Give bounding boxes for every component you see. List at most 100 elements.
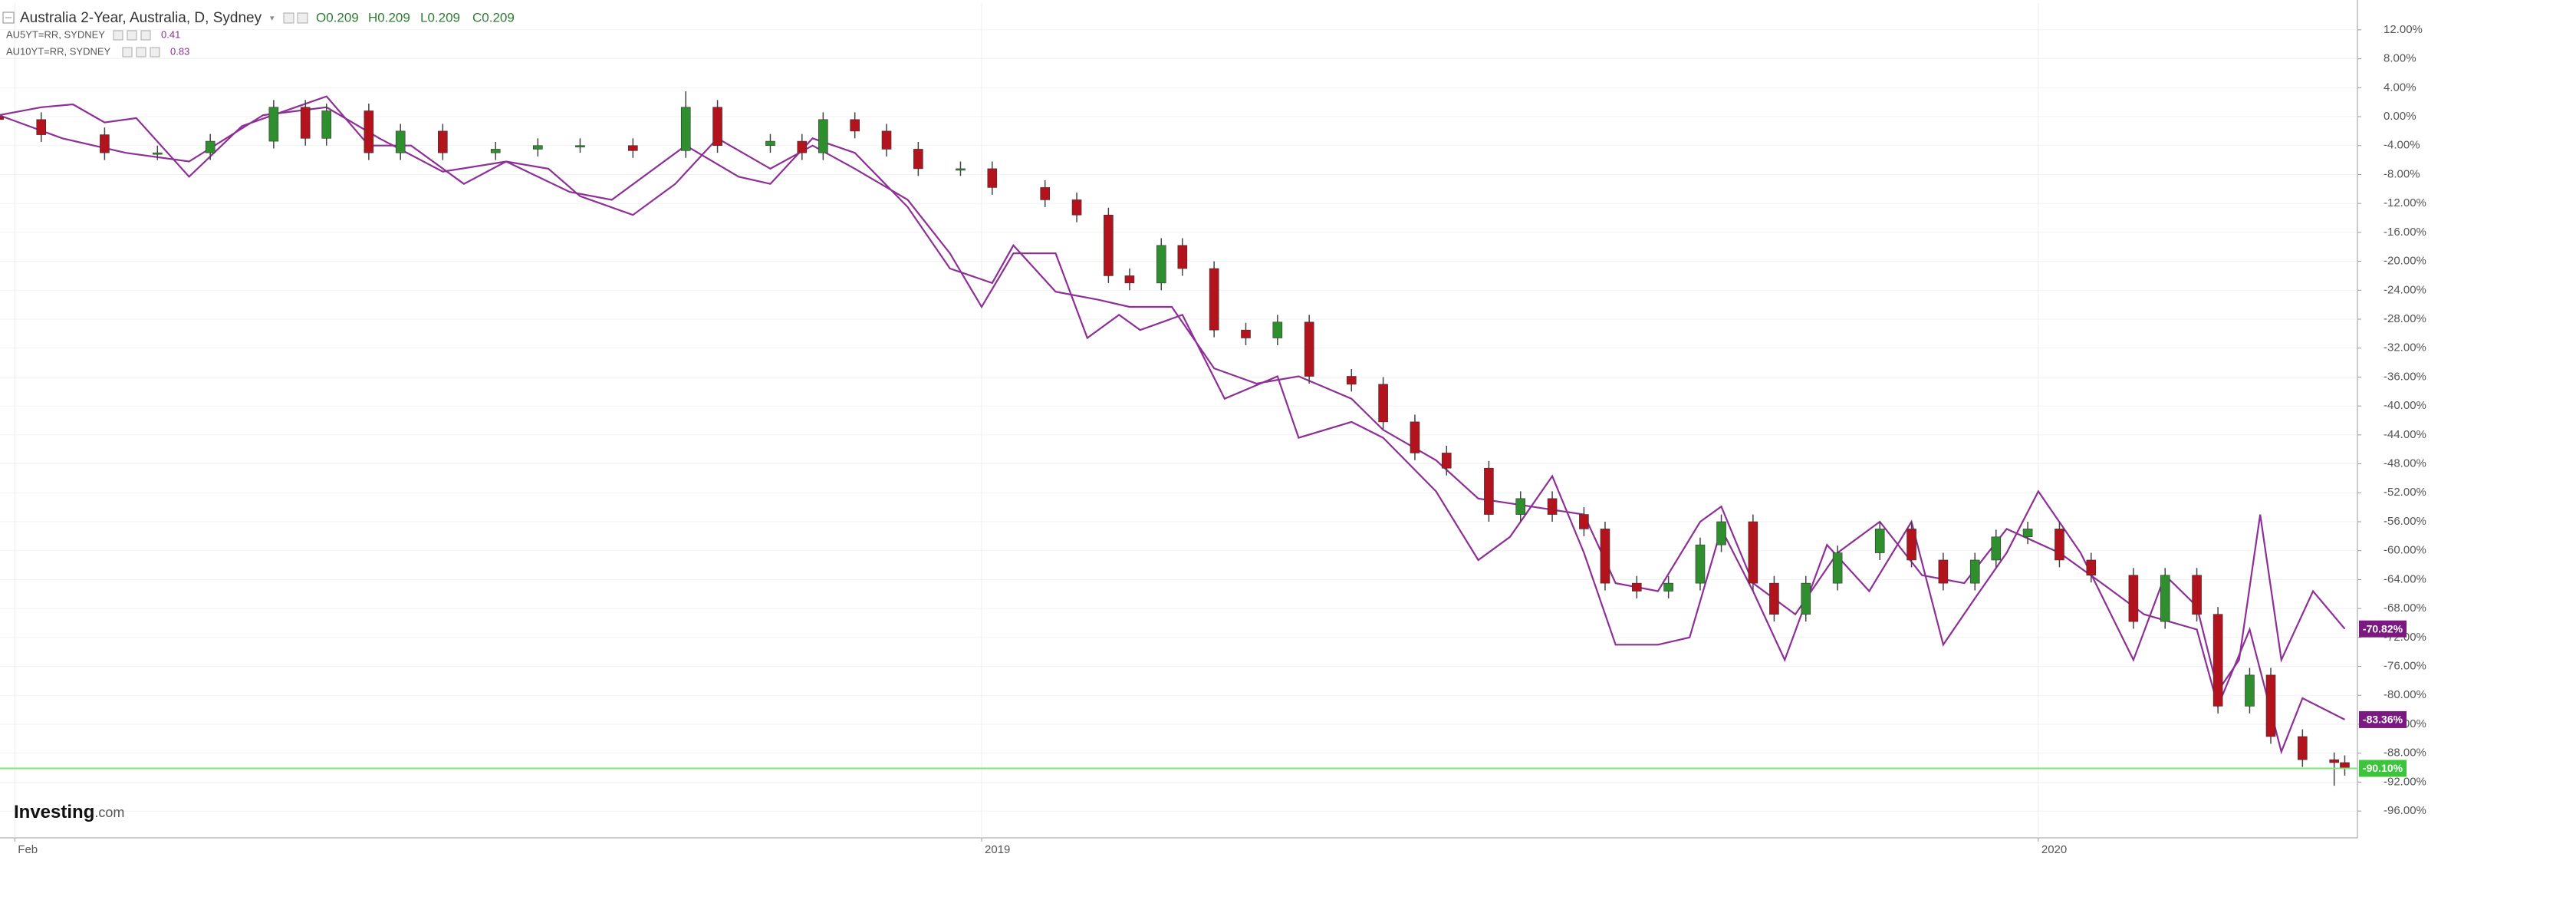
header-icon[interactable]	[297, 12, 308, 24]
candle-body	[575, 145, 585, 148]
candle-body	[438, 130, 448, 153]
candle-body	[1346, 376, 1357, 385]
y-tick-label: -36.00%	[2384, 370, 2426, 383]
candle-body	[1769, 582, 1779, 615]
y-tick-label: -40.00%	[2384, 399, 2426, 412]
header-icon[interactable]	[283, 12, 294, 24]
candle-body	[818, 119, 828, 153]
legend-icon[interactable]	[140, 30, 151, 41]
candle-body	[1907, 529, 1916, 561]
legend-name: AU5YT=RR, SYDNEY	[6, 28, 105, 40]
candle-body	[2160, 575, 2170, 622]
brand-logo: Investing.com	[14, 802, 124, 822]
series-line	[0, 95, 2346, 694]
candle-body	[628, 145, 638, 151]
candle-body	[2265, 674, 2276, 737]
candle-body	[2128, 575, 2139, 622]
price-tag	[2359, 760, 2407, 777]
y-tick-label: -48.00%	[2384, 457, 2426, 470]
legend-name: AU10YT=RR, SYDNEY	[6, 45, 111, 57]
candle-body	[1801, 582, 1811, 615]
price-tag-label: -90.10%	[2363, 762, 2403, 774]
candle-body	[364, 110, 374, 153]
y-tick-label: -76.00%	[2384, 660, 2426, 673]
candle-body	[1600, 529, 1610, 584]
brand-suffix: .com	[94, 805, 124, 820]
candle-body	[36, 119, 47, 135]
legend-icon[interactable]	[150, 47, 160, 58]
candle-body	[1209, 268, 1219, 331]
candle-body	[1156, 245, 1166, 284]
y-tick-label: -20.00%	[2384, 255, 2426, 268]
y-tick-label: -12.00%	[2384, 196, 2426, 209]
y-tick-label: -92.00%	[2384, 775, 2426, 788]
candle-body	[1272, 321, 1283, 338]
plot-area: 12.00% 8.00% 4.00% 0.00% -4.00% -8.00% -12.00%…	[0, 3, 2426, 856]
candle-body	[100, 134, 110, 153]
legend-icon[interactable]	[113, 30, 123, 41]
candle-body	[712, 107, 722, 147]
candle-body	[300, 107, 311, 139]
collapse-icon[interactable]	[2, 12, 15, 24]
candle-body	[1579, 514, 1589, 529]
candle-body	[1410, 421, 1420, 453]
candle-body	[987, 168, 998, 188]
candle-body	[1241, 329, 1251, 338]
legend-icon[interactable]	[127, 30, 137, 41]
ohlc-label: L0.209	[420, 10, 460, 25]
y-tick-label: -64.00%	[2384, 572, 2426, 585]
price-tag-label: -83.36%	[2363, 714, 2403, 726]
candle-body	[2245, 674, 2255, 707]
candle-body	[205, 140, 215, 153]
candle-body	[850, 119, 860, 132]
candle-body	[797, 140, 808, 153]
candle-body	[2298, 736, 2308, 760]
candle-body	[1716, 521, 1726, 545]
y-tick-label: -96.00%	[2384, 804, 2426, 817]
legend-value: 0.83	[170, 45, 189, 57]
candle-body	[321, 110, 332, 139]
candle-body	[1124, 275, 1135, 284]
candle-body	[1441, 453, 1452, 469]
candle-body	[1378, 384, 1388, 423]
candle-body	[1969, 559, 1980, 584]
y-tick-label: -32.00%	[2384, 341, 2426, 354]
candle-body	[765, 140, 775, 147]
y-tick-label: -88.00%	[2384, 747, 2426, 760]
y-tick-label: 12.00%	[2384, 23, 2423, 36]
candle-body	[1695, 544, 1706, 584]
legend-value: 0.41	[161, 28, 180, 40]
y-tick-label: -68.00%	[2384, 602, 2426, 615]
candle-body	[268, 107, 279, 142]
y-tick-label: 0.00%	[2384, 110, 2416, 123]
candle-body	[1104, 214, 1114, 276]
candle-body	[913, 149, 923, 170]
y-tick-label: 8.00%	[2384, 52, 2416, 65]
x-tick-label: 2020	[2041, 843, 2067, 856]
y-tick-label: -4.00%	[2384, 139, 2420, 152]
candle-body	[490, 149, 501, 153]
ohlc-label: C0.209	[472, 10, 515, 25]
price-tag-label: -70.82%	[2363, 622, 2403, 634]
brand-main: Investing	[14, 802, 94, 822]
candle-body	[2192, 575, 2202, 615]
candle-body	[1040, 187, 1051, 200]
ohlc-label: H0.209	[368, 10, 410, 25]
candle-body	[1484, 467, 1494, 515]
candle-body	[2340, 762, 2350, 769]
legend-icon[interactable]	[122, 47, 133, 58]
candle-body	[1991, 536, 2002, 561]
legend-icon[interactable]	[136, 47, 146, 58]
candle-body	[2055, 529, 2064, 561]
y-tick-label: -60.00%	[2384, 544, 2426, 557]
overlay: -83.36% -70.82% -90.10% Australia 2-Year, A…	[2, 10, 2407, 822]
candle-body	[153, 152, 163, 155]
chart-title: Australia 2-Year, Australia, D, Sydney	[20, 10, 262, 26]
x-tick-label: 2019	[985, 843, 1010, 856]
candle-body	[1304, 321, 1314, 377]
candle-body	[1663, 582, 1673, 592]
y-tick-label: -80.00%	[2384, 688, 2426, 701]
candle-body	[680, 107, 691, 151]
candle-body	[1515, 498, 1526, 515]
